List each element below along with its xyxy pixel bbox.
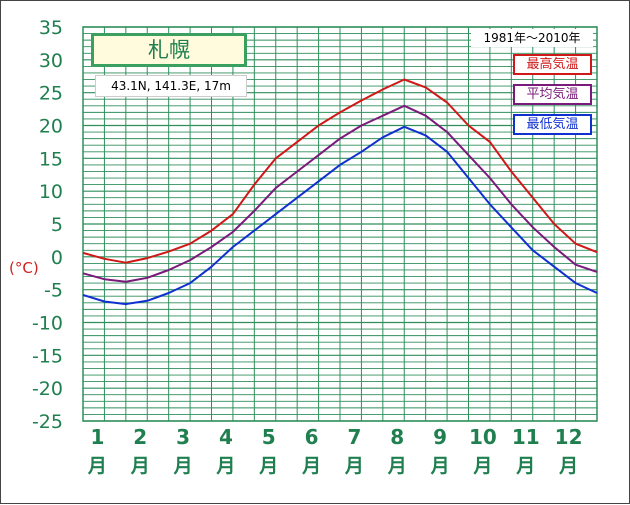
y-tick-label: 10 [39,181,63,203]
x-tick-unit: 月 [258,455,278,477]
x-tick-label: 1 [90,425,104,449]
series-lines [82,78,598,306]
x-tick-label: 5 [262,425,276,449]
y-tick-label: -20 [32,378,63,400]
x-tick-unit: 月 [387,455,407,477]
plot-border [82,26,598,422]
y-tick-label: -15 [32,345,63,367]
y-tick-label: 0 [51,247,63,269]
x-tick-label: 10 [469,425,497,449]
x-tick-unit: 月 [173,455,193,477]
legend-mean-temp: 平均気温 [513,84,592,105]
y-tick-label: -25 [32,411,63,433]
x-tick-label: 7 [347,425,361,449]
x-tick-label: 12 [555,425,583,449]
x-tick-label: 9 [433,425,447,449]
series-line-3 [82,125,598,306]
y-axis-ticks: 35 30 25 20 15 10 5 0 -5 -10 -15 -20 -25 [32,17,63,433]
y-tick-label: -10 [32,313,63,335]
x-tick-label: 2 [133,425,147,449]
x-tick-unit: 月 [215,455,235,477]
station-coordinates: 43.1N, 141.3E, 17m [95,75,247,97]
y-tick-label: -5 [44,280,63,302]
x-tick-unit: 月 [301,455,321,477]
period-label: 1981年〜2010年 [471,29,593,47]
x-tick-unit: 月 [558,455,578,477]
x-tick-label: 4 [219,425,233,449]
x-tick-label: 6 [305,425,319,449]
x-tick-unit: 月 [130,455,150,477]
series-line-2 [82,104,598,283]
legend-max-temp: 最高気温 [513,54,592,75]
y-tick-label: 35 [39,17,63,39]
y-tick-label: 30 [39,50,63,72]
legend-min-temp: 最低気温 [513,114,592,135]
x-tick-label: 11 [512,425,540,449]
y-axis-label: (°C) [9,259,39,277]
x-tick-unit: 月 [344,455,364,477]
x-tick-unit: 月 [87,455,107,477]
x-tick-label: 8 [390,425,404,449]
x-axis-ticks: 1 月 2 月 3 月 4 月 5 月 6 月 7 月 8 月 9 月 10 月 11 月 12 月 [87,425,583,477]
x-tick-unit: 月 [472,455,492,477]
y-tick-label: 5 [51,214,63,236]
x-tick-label: 3 [176,425,190,449]
chart-title: 札幌 [91,33,247,67]
x-tick-unit: 月 [515,455,535,477]
series-line-1 [82,78,598,264]
y-tick-label: 20 [39,116,63,138]
y-tick-label: 25 [39,83,63,105]
y-tick-label: 15 [39,148,63,170]
x-tick-unit: 月 [430,455,450,477]
